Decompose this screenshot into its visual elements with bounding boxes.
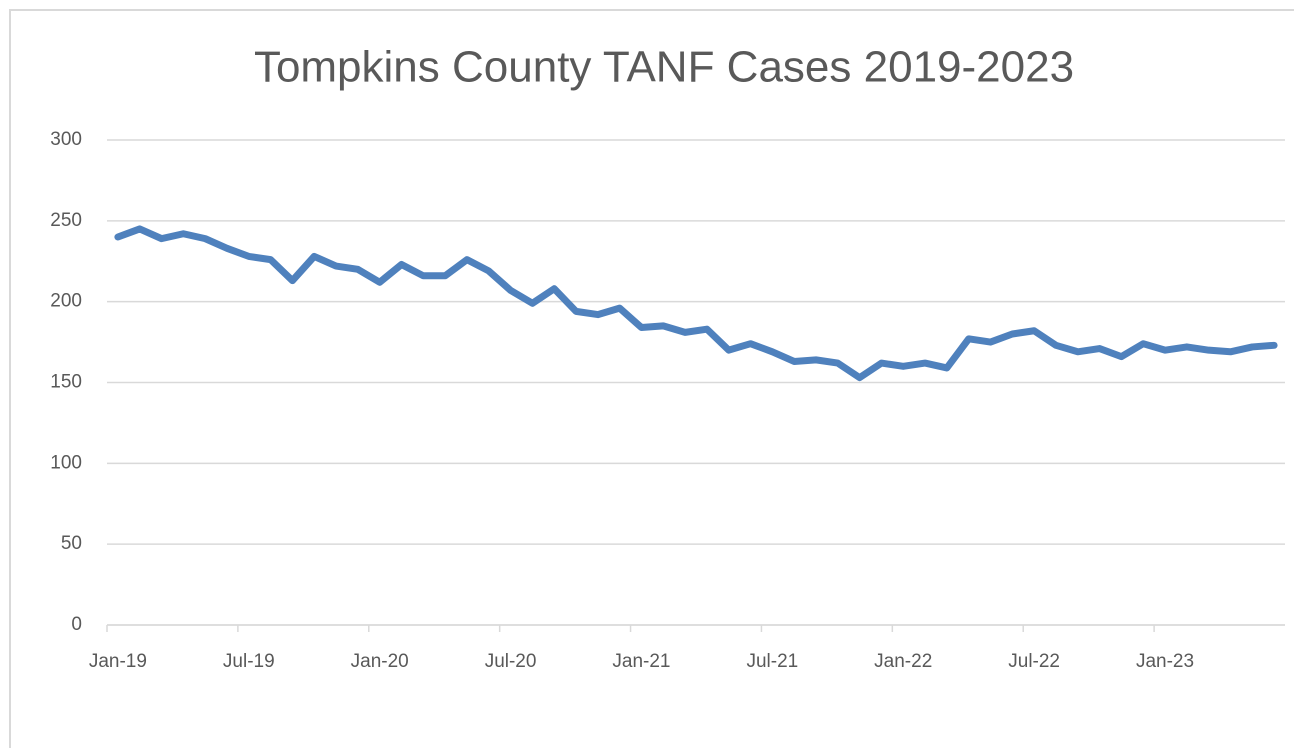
chart-title: Tompkins County TANF Cases 2019-2023	[254, 43, 1074, 92]
y-tick-label: 100	[50, 452, 82, 473]
x-tick-label: Jan-21	[612, 651, 670, 672]
x-tick-label: Jan-23	[1136, 651, 1194, 672]
y-tick-label: 0	[71, 614, 82, 635]
chart-border	[9, 9, 1294, 748]
y-tick-label: 300	[50, 129, 82, 150]
data-line	[114, 225, 1278, 382]
x-tick-label: Jan-19	[89, 651, 147, 672]
x-tick-label: Jul-22	[1008, 651, 1060, 672]
y-tick-label: 150	[50, 372, 82, 393]
y-tick-label: 250	[50, 210, 82, 231]
y-tick-label: 200	[50, 291, 82, 312]
x-tick-label: Jul-19	[223, 651, 275, 672]
x-tick-label: Jul-20	[485, 651, 537, 672]
x-tick-label: Jan-22	[874, 651, 932, 672]
y-tick-label: 50	[61, 533, 82, 554]
x-tick-label: Jul-21	[746, 651, 798, 672]
x-tick-label: Jan-20	[351, 651, 409, 672]
